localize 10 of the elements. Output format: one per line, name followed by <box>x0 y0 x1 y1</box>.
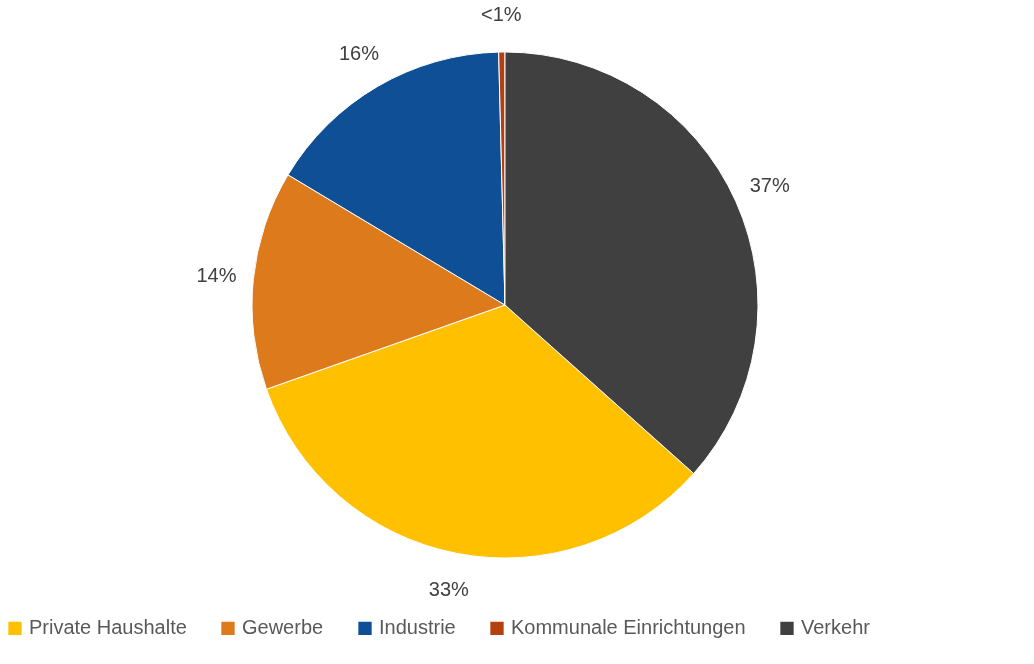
legend-label: Private Haushalte <box>29 616 187 639</box>
legend-label: Kommunale Einrichtungen <box>511 616 746 639</box>
legend-label: Industrie <box>379 616 456 639</box>
data-label: 16% <box>338 42 380 65</box>
data-label: <1% <box>481 3 522 26</box>
data-label: 14% <box>196 263 237 286</box>
legend-label: Verkehr <box>801 616 871 639</box>
data-label: 37% <box>749 174 790 197</box>
legend-label: Gewerbe <box>242 616 324 639</box>
data-label: 33% <box>428 577 470 600</box>
